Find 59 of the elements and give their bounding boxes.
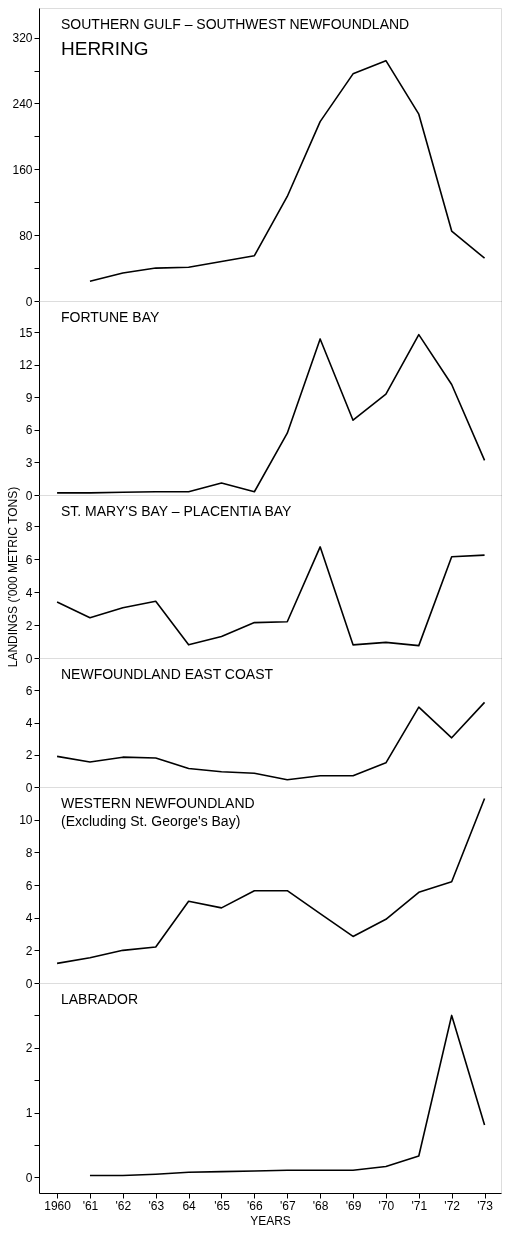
y-tick-label: 12 (19, 358, 33, 373)
y-tick-label: 4 (25, 716, 33, 730)
y-tick-label: 8 (25, 845, 33, 860)
y-tick-label: 160 (12, 162, 33, 177)
y-tick-label: 2 (25, 943, 33, 958)
x-tick-label: '63 (148, 1198, 165, 1213)
y-tick-label: 80 (19, 228, 33, 243)
y-tick-label: 10 (19, 813, 33, 828)
y-tick-label: 2 (25, 618, 33, 633)
annotation: HERRING (61, 38, 149, 59)
y-tick-label: 15 (19, 325, 33, 340)
y-tick-label: 0 (25, 976, 33, 991)
x-tick-label: '68 (312, 1198, 329, 1213)
line-series (89, 59, 486, 283)
y-tick-label: 9 (25, 390, 33, 405)
y-tick-label: 6 (25, 552, 33, 567)
x-tick-label: 1960 (44, 1198, 72, 1213)
y-tick-label: 4 (25, 911, 33, 926)
line-series (56, 797, 486, 965)
text: ST. MARY'S BAY – PLACENTIA BAY (61, 503, 293, 519)
text: SOUTHERN GULF – SOUTHWEST NEWFOUNDLAND (61, 16, 410, 32)
line-series (89, 1014, 486, 1177)
x-tick-label: '61 (82, 1198, 99, 1213)
x-tick-label: '66 (247, 1198, 264, 1213)
x-tick-label: '62 (115, 1198, 132, 1213)
y-tick-label: 0 (25, 780, 33, 795)
y-tick-label: 0 (25, 651, 33, 666)
y-tick-label: 2 (25, 748, 33, 763)
y-tick-label: 8 (25, 519, 33, 534)
y-tick-label: 0 (25, 488, 33, 503)
y-tick-label: 0 (25, 294, 33, 309)
text: (Excluding St. George's Bay) (61, 813, 241, 829)
y-tick-label: 2 (25, 1041, 33, 1056)
y-tick-label: 6 (25, 878, 33, 893)
y-tick-label: 0 (25, 1170, 33, 1185)
text: NEWFOUNDLAND EAST COAST (61, 666, 274, 682)
x-tick-label: '70 (378, 1198, 395, 1213)
y-tick-label: 6 (25, 683, 33, 698)
y-tick-label: 4 (25, 585, 33, 600)
line-series (56, 701, 486, 781)
text: WESTERN NEWFOUNDLAND (61, 795, 255, 811)
line-series (56, 333, 486, 494)
x-tick-label: '71 (411, 1198, 428, 1213)
text: LABRADOR (61, 991, 139, 1007)
y-tick-label: 1 (25, 1106, 33, 1121)
x-tick-label: '67 (279, 1198, 296, 1213)
x-axis-title: YEARS (250, 1213, 291, 1228)
y-tick-label: 6 (25, 423, 33, 438)
y-tick-label: 240 (12, 96, 33, 111)
x-tick-label: '72 (444, 1198, 461, 1213)
y-tick-label: 3 (25, 455, 33, 470)
text: FORTUNE BAY (61, 309, 160, 325)
x-tick-label: '69 (345, 1198, 362, 1213)
x-tick-label: '73 (477, 1198, 494, 1213)
y-axis-title: LANDINGS ('000 METRIC TONS) (5, 486, 20, 668)
y-tick-label: 320 (12, 31, 33, 46)
x-tick-label: '65 (214, 1198, 231, 1213)
line-series (56, 546, 486, 647)
x-tick-label: 64 (182, 1198, 197, 1213)
